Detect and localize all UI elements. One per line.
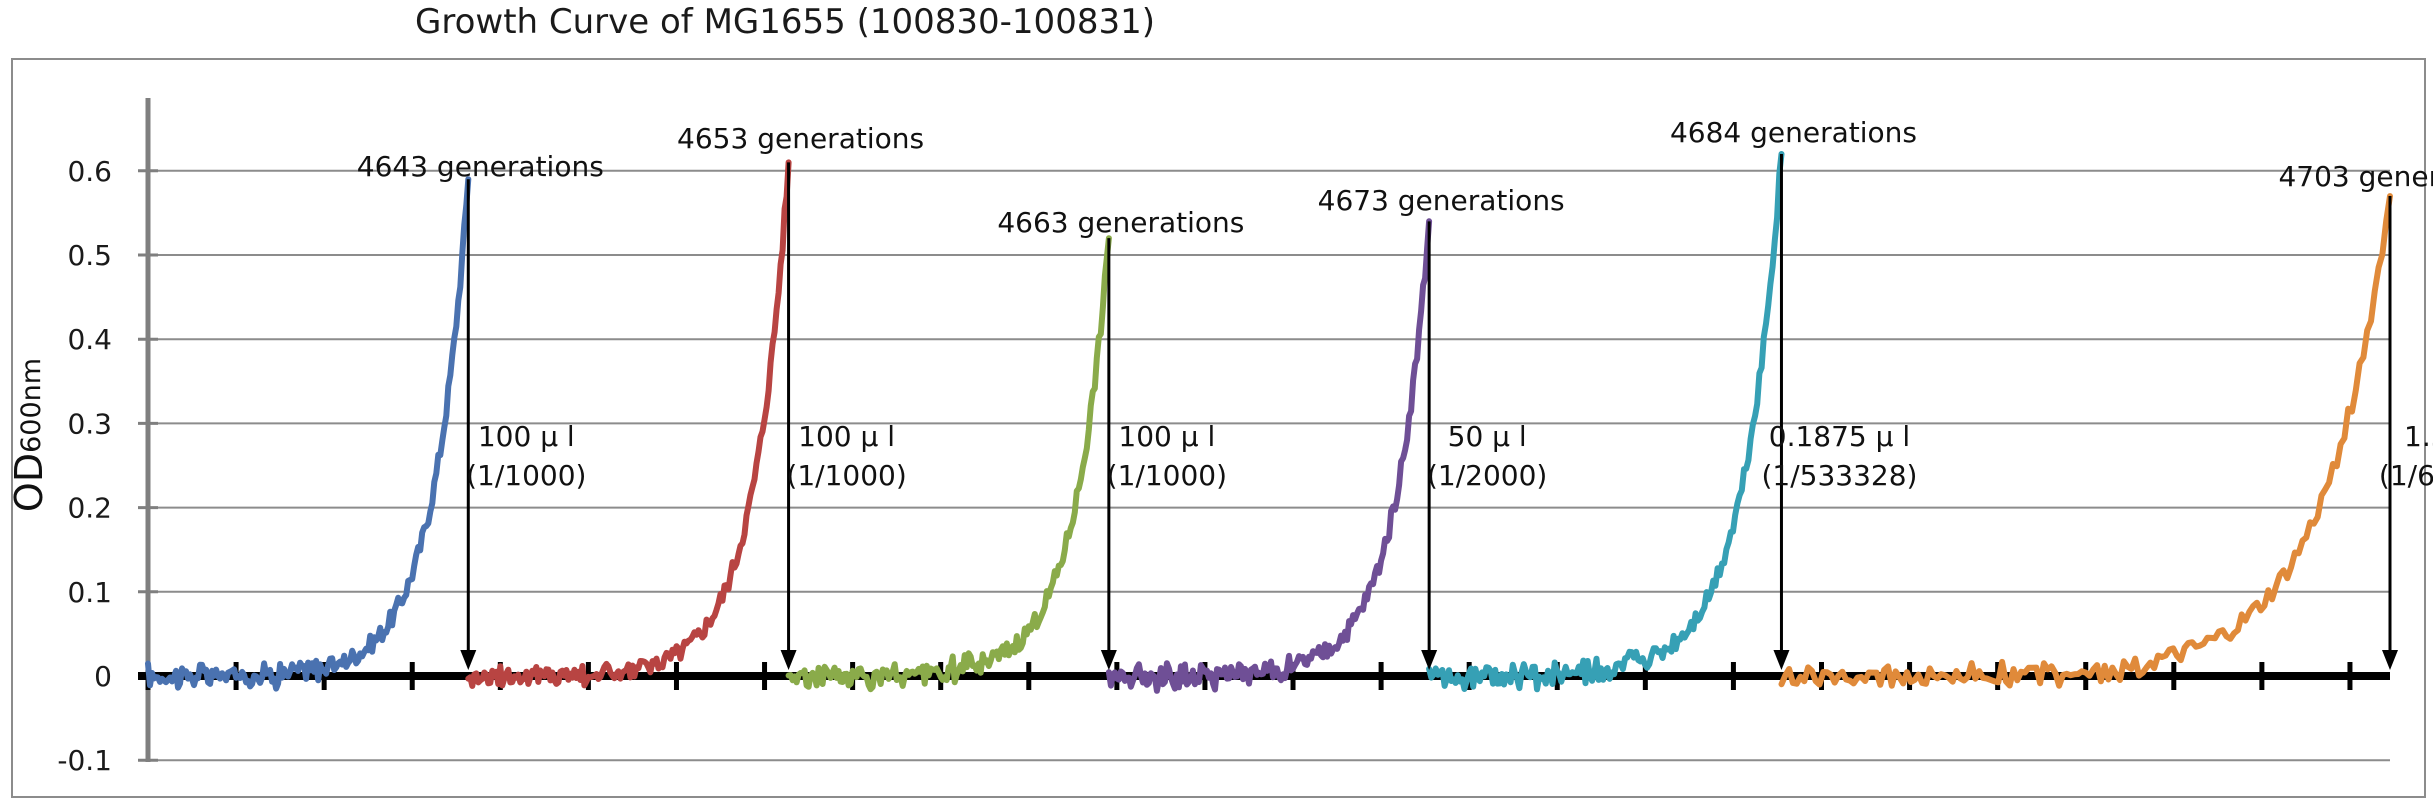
y-axis-label: OD600nm [7,358,51,512]
y-tick-label: 0 [94,660,112,693]
transfer-arrow-head [1100,650,1117,670]
peak-label: 4703 generations [2278,160,2433,193]
annotations: 4643 generations 100 μ l (1/1000) 4653 gene… [357,116,2433,670]
series-line [465,159,792,689]
gridlines [148,169,2390,762]
y-tick-label: 0.4 [67,323,112,356]
transfer-volume: 1.5 μ l [2404,420,2433,453]
transfer-dilution: (1/1000) [466,459,586,492]
series-group [145,151,2393,694]
y-tick-label: 0.5 [67,239,112,272]
peak-label: 4663 generations [997,206,1244,239]
y-tick-label: 0.3 [67,407,112,440]
transfer-volume: 50 μ l [1448,420,1527,453]
peak-label: 4673 generations [1318,184,1565,217]
chart-title: Growth Curve of MG1655 (100830-100831) [415,2,1155,42]
transfer-dilution: (1/1000) [786,459,906,492]
y-axis: 0.6 0.5 0.4 0.3 0.2 0.1 0 -0.1 [57,98,158,777]
peak-label: 4653 generations [677,122,924,155]
y-tick-label: 0.6 [67,155,112,188]
series-line [1105,218,1433,694]
transfer-dilution: (1/2000) [1427,459,1547,492]
series-line [145,176,472,692]
transfer-volume: 100 μ l [798,420,895,453]
series-line [1778,193,2393,689]
y-tick-label: -0.1 [57,744,112,777]
transfer-dilution: (1/533328) [1761,459,1917,492]
transfer-volume: 0.1875 μ l [1769,420,1910,453]
transfer-dilution: (1/66666) [2379,459,2433,492]
transfer-arrow-head [1773,650,1790,670]
transfer-volume: 100 μ l [478,420,575,453]
transfer-arrow-head [2382,650,2398,670]
transfer-arrow-head [780,650,797,670]
y-tick-label: 0.2 [67,492,112,525]
transfer-arrow-head [1421,650,1438,670]
transfer-arrow-head [460,650,477,670]
y-tick-label: 0.1 [67,576,112,609]
chart-frame [11,58,2426,798]
series-line [1426,151,1785,693]
peak-label: 4643 generations [357,150,604,183]
transfer-volume: 100 μ l [1118,420,1215,453]
transfer-dilution: (1/1000) [1107,459,1227,492]
peak-label: 4684 generations [1670,116,1917,149]
series-line [785,235,1112,693]
